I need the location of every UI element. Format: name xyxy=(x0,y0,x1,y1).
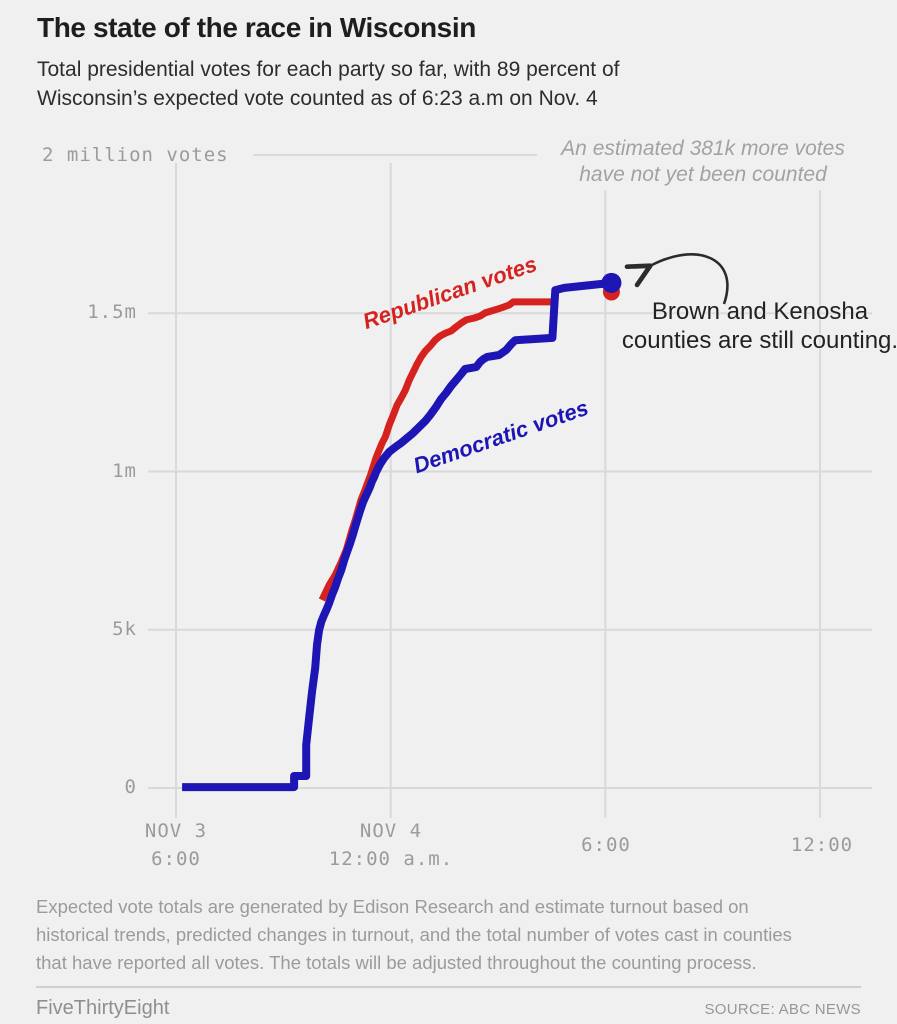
y-tick-2m: 2 million votes xyxy=(42,144,229,166)
methodology-note: Expected vote totals are generated by Ed… xyxy=(36,896,792,973)
annotation-counties-counting: Brown and Kenosha counties are still cou… xyxy=(621,298,897,354)
footer-row: FiveThirtyEight SOURCE: ABC NEWS xyxy=(36,997,861,1023)
subtitle-line-2: Wisconsin’s expected vote counted as of … xyxy=(37,87,598,110)
x-tick-nov3: NOV 3 6:00 xyxy=(116,817,236,873)
x-tick-noon: 12:00 xyxy=(790,834,854,856)
fivethirtyeight-logo: FiveThirtyEight xyxy=(36,997,170,1019)
source-credit: SOURCE: ABC NEWS xyxy=(704,1001,861,1018)
x-tick-6am: 6:00 xyxy=(581,834,631,856)
curved-arrow-icon xyxy=(624,253,729,305)
page-subtitle: Total presidential votes for each party … xyxy=(37,55,619,113)
x-tick-nov3-date: NOV 3 xyxy=(144,820,208,842)
subtitle-line-1: Total presidential votes for each party … xyxy=(37,58,620,81)
y-tick-0: 0 xyxy=(124,776,137,798)
annotation-estimated-votes: An estimated 381k more votes have not ye… xyxy=(561,137,845,186)
y-tick-5k: 5k xyxy=(112,618,137,640)
data-series xyxy=(182,272,622,792)
x-tick-nov4-date: NOV 4 xyxy=(359,820,423,842)
y-tick-1m: 1m xyxy=(112,460,137,482)
footer-divider xyxy=(36,986,861,988)
y-tick-1-5m: 1.5m xyxy=(87,301,137,323)
x-tick-nov4: NOV 4 12:00 a.m. xyxy=(306,817,476,873)
gridlines xyxy=(148,154,872,818)
democratic-end-dot xyxy=(601,272,622,293)
page-title: The state of the race in Wisconsin xyxy=(37,12,476,43)
x-tick-nov3-time: 6:00 xyxy=(151,848,201,870)
x-tick-nov4-time: 12:00 a.m. xyxy=(328,848,454,870)
